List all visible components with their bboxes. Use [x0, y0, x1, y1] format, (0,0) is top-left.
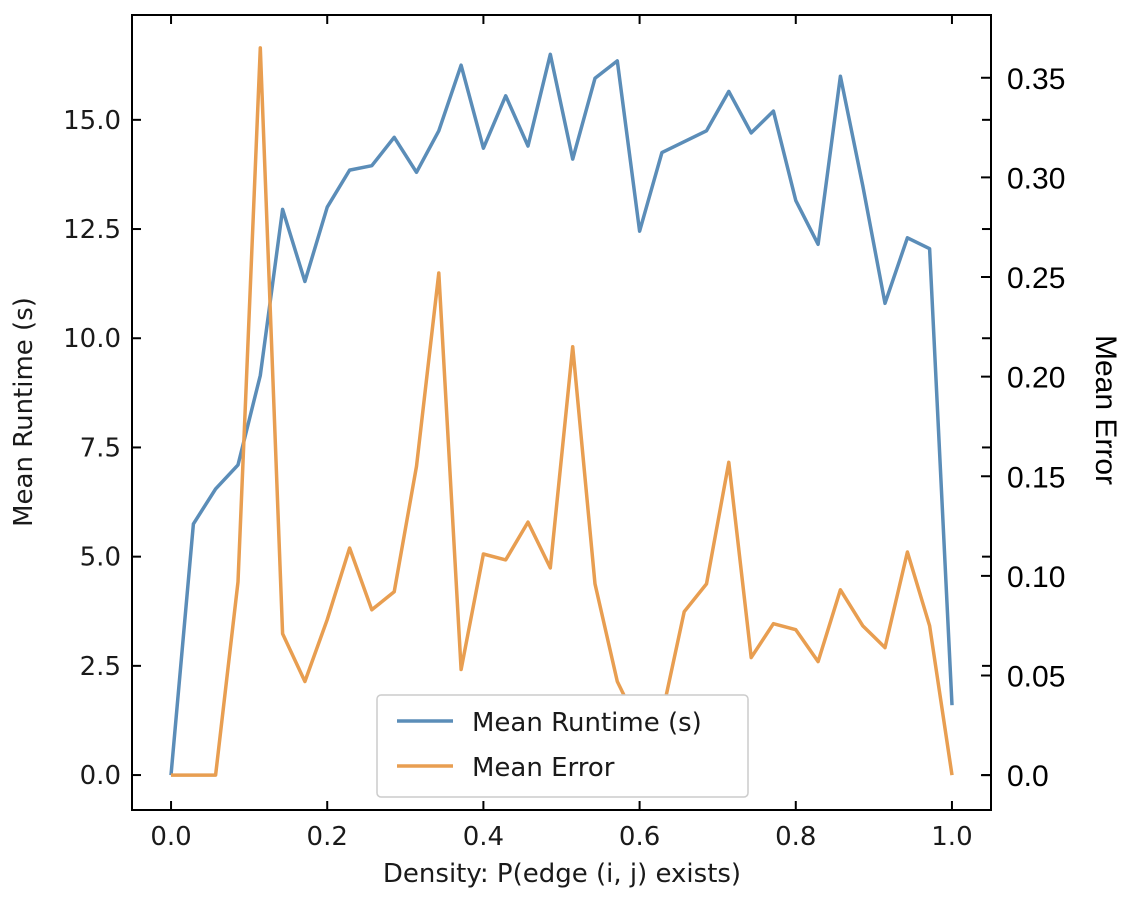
x-tick-label-1: 0.2 — [307, 822, 348, 852]
y-tick-label-3: 7.5 — [80, 433, 121, 463]
x-axis-title: Density: P(edge (i, j) exists) — [383, 859, 741, 889]
plot-lines — [169, 46, 954, 777]
y2-tick-label-1: 0.05 — [1007, 661, 1065, 694]
y-tick-label-6: 15.0 — [63, 106, 121, 136]
y2-tick-label-5: 0.25 — [1007, 262, 1065, 295]
y-axis-title: Mean Runtime (s) — [9, 297, 39, 527]
y2-tick-label-2: 0.10 — [1007, 561, 1065, 594]
x-tick-label-3: 0.6 — [619, 822, 660, 852]
series-line-runtime — [169, 52, 954, 776]
y-tick-label-5: 12.5 — [63, 215, 121, 245]
y-tick-label-1: 2.5 — [80, 652, 121, 682]
x-tick-label-5: 1.0 — [931, 822, 972, 852]
x-tick-label-4: 0.8 — [775, 822, 816, 852]
legend: Mean Runtime (s) Mean Error — [376, 694, 749, 798]
x-tick-label-0: 0.0 — [150, 822, 191, 852]
y-tick-label-4: 10.0 — [63, 324, 121, 354]
y2-tick-label-6: 0.30 — [1007, 162, 1065, 195]
ticks-layer: 0.0 0.2 0.4 0.6 0.8 1.0 0.0 2.5 5.0 7.5 10.0 12.5 15… — [63, 15, 1065, 852]
legend-error-label: Mean Error — [472, 753, 615, 783]
legend-runtime-label: Mean Runtime (s) — [472, 708, 702, 738]
y2-tick-label-7: 0.35 — [1007, 63, 1065, 96]
y2-tick-label-4: 0.20 — [1007, 362, 1065, 395]
y2-tick-label-0: 0.0 — [1007, 760, 1049, 793]
plot-frame — [131, 14, 992, 811]
y2-axis-title: Mean Error — [1089, 335, 1122, 485]
y-tick-label-2: 5.0 — [80, 543, 121, 573]
series-line-error — [171, 46, 954, 777]
legend-box — [376, 694, 749, 798]
y-tick-label-0: 0.0 — [80, 761, 121, 791]
x-tick-label-2: 0.4 — [463, 822, 504, 852]
y2-tick-label-3: 0.15 — [1007, 461, 1065, 494]
